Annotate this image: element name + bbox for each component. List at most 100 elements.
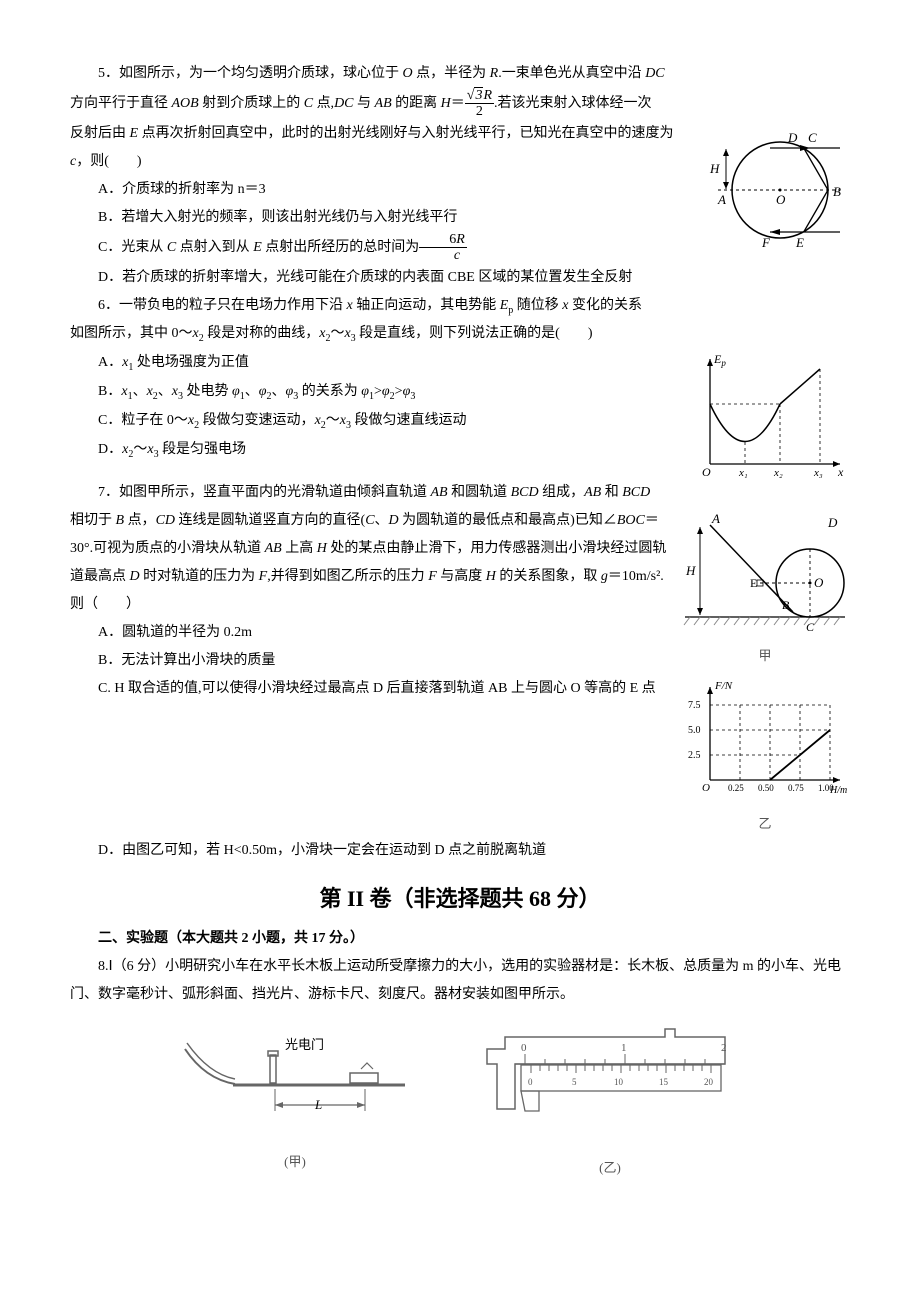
l: x₂: [773, 467, 783, 479]
t: A．: [98, 355, 122, 370]
v: AB: [265, 541, 282, 556]
t: 上高: [282, 541, 317, 556]
l: E: [750, 576, 757, 590]
q7-fig2-cap: 乙: [680, 811, 850, 837]
q7-optD: D．由图乙可知，若 H<0.50m，小滑块一定会在运动到 D 点之前脱离轨道: [70, 837, 850, 865]
v: C: [167, 240, 176, 255]
t: 的关系图象，取: [496, 569, 601, 584]
l: 0.50: [758, 783, 774, 793]
l: C: [806, 620, 815, 634]
t: 轴正向运动，其电势能: [353, 298, 500, 313]
t: 7．如图甲所示，竖直平面内的光滑轨道由倾斜直轨道: [98, 485, 431, 500]
t: 的距离: [392, 96, 441, 111]
l: H: [685, 563, 696, 578]
var-H: H: [441, 96, 451, 111]
q5-optA: A．介质球的折射率为 n＝3: [70, 176, 688, 204]
lbl-A: A: [717, 192, 726, 207]
var-DC: DC: [645, 66, 664, 81]
t: 点射出所经历的总时间为: [262, 240, 420, 255]
q8-fig1-cap: (甲): [175, 1149, 415, 1175]
q7-optA: A．圆轨道的半径为 0.2m: [70, 619, 668, 647]
var-E: E: [130, 126, 139, 141]
var-AB: AB: [375, 96, 392, 111]
gt: >: [374, 384, 382, 399]
v: E: [253, 240, 262, 255]
gt: >: [395, 384, 403, 399]
l: F/N: [714, 680, 733, 692]
lbl-B: B: [833, 184, 841, 199]
t: D．: [98, 442, 122, 457]
lbl-O: O: [776, 192, 786, 207]
q7-figure-1: A D H E O B C: [680, 507, 850, 637]
v: CD: [156, 513, 175, 528]
t: ～: [326, 413, 340, 428]
l: 1: [621, 1042, 627, 1054]
v: AB: [431, 485, 448, 500]
l: 光电门: [285, 1037, 324, 1052]
t: 段做匀速直线运动: [351, 413, 467, 428]
s: 3: [410, 391, 415, 402]
l: 10: [614, 1077, 624, 1087]
t: C．光束从: [98, 240, 167, 255]
t: ～: [133, 442, 147, 457]
t: B．: [98, 384, 121, 399]
q7-figure-2: F/N 7.5 5.0 2.5 O 0.25 0.50 0.75 1.00 H/…: [680, 675, 850, 805]
q5-stem-line2: 方向平行于直径 AOB 射到介质球上的 C 点,DC 与 AB 的距离 H＝√3…: [70, 88, 850, 120]
v: E: [500, 298, 509, 313]
q6-stem-line2: 如图所示，其中 0～x2 段是对称的曲线，x2～x3 段是直线，则下列说法正确的…: [70, 320, 850, 349]
t: 、: [158, 384, 172, 399]
t: 反射后由: [70, 126, 130, 141]
t: 点，半径为: [413, 66, 490, 81]
v: φ: [382, 384, 390, 399]
t: 时对轨道的压力为: [140, 569, 259, 584]
l: 5: [572, 1077, 577, 1087]
t: 组成，: [539, 485, 585, 500]
l: L: [314, 1097, 322, 1112]
t: 相切于: [70, 513, 116, 528]
q8-stem: 8.Ⅰ（6 分）小明研究小车在水平长木板上运动所受摩擦力的大小，选用的实验器材是…: [70, 953, 850, 1009]
lbl-H: H: [709, 161, 720, 176]
var-DC2: DC: [334, 96, 353, 111]
var-C: C: [304, 96, 313, 111]
v: D: [389, 513, 399, 528]
l: 0: [521, 1042, 527, 1054]
lbl-E: E: [795, 235, 804, 250]
v: AB: [584, 485, 601, 500]
eq: ＝: [451, 96, 465, 111]
l: 2.5: [688, 750, 701, 761]
v: BCD: [622, 485, 650, 500]
svg-text:Ep: Ep: [713, 352, 726, 368]
v: g: [601, 569, 608, 584]
den: 2: [465, 104, 494, 119]
t: 方向平行于直径: [70, 96, 172, 111]
q5-optD: D．若介质球的折射率增大，光线可能在介质球的内表面 CBE 区域的某位置发生全反…: [70, 264, 850, 292]
v: φ: [259, 384, 267, 399]
t: 为圆轨道的最低点和最高点)已知∠: [399, 513, 617, 528]
t: 段是对称的曲线，: [204, 326, 320, 341]
t: .一束单色光从真空中沿: [498, 66, 645, 81]
t: 与高度: [437, 569, 486, 584]
q5-optB: B．若增大入射光的频率，则该出射光线仍与入射光线平行: [70, 204, 688, 232]
l: H/m: [829, 785, 847, 796]
t: 6．一带负电的粒子只在电场力作用下沿: [98, 298, 347, 313]
t: 点,: [313, 96, 334, 111]
t: 如图所示，其中 0～: [70, 326, 193, 341]
t: 5．如图所示，为一个均匀透明介质球，球心位于: [98, 66, 403, 81]
v: H: [317, 541, 327, 556]
t: 二、实验题（本大题共 2 小题，共 17 分。）: [98, 931, 364, 946]
l: x: [837, 465, 844, 479]
v: BCD: [511, 485, 539, 500]
q6-optC: C．粒子在 0～x2 段做匀变速运动，x2～x3 段做匀速直线运动: [70, 407, 678, 436]
t: 点再次折射回真空中，此时的出射光线刚好与入射光线平行，已知光在真空中的速度为: [138, 126, 674, 141]
l: O: [702, 465, 711, 479]
t: 随位移: [513, 298, 562, 313]
t: 的关系为: [298, 384, 361, 399]
t: 和: [601, 485, 622, 500]
l: 2: [721, 1042, 727, 1054]
v: φ: [361, 384, 369, 399]
t: 、: [272, 384, 286, 399]
q6-optA: A．x1 处电场强度为正值: [70, 349, 678, 378]
v: F: [428, 569, 437, 584]
t: .若该光束射入球体经一次: [494, 96, 652, 111]
q7-stem-line2: 相切于 B 点，CD 连线是圆轨道竖直方向的直径(C、D 为圆轨道的最低点和最高…: [70, 507, 668, 619]
